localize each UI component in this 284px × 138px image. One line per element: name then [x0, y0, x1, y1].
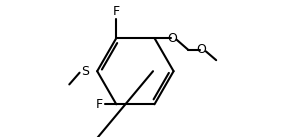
Text: S: S	[82, 65, 89, 78]
Text: O: O	[167, 32, 177, 45]
Text: F: F	[113, 5, 120, 18]
Text: O: O	[197, 43, 206, 56]
Text: F: F	[96, 98, 103, 111]
